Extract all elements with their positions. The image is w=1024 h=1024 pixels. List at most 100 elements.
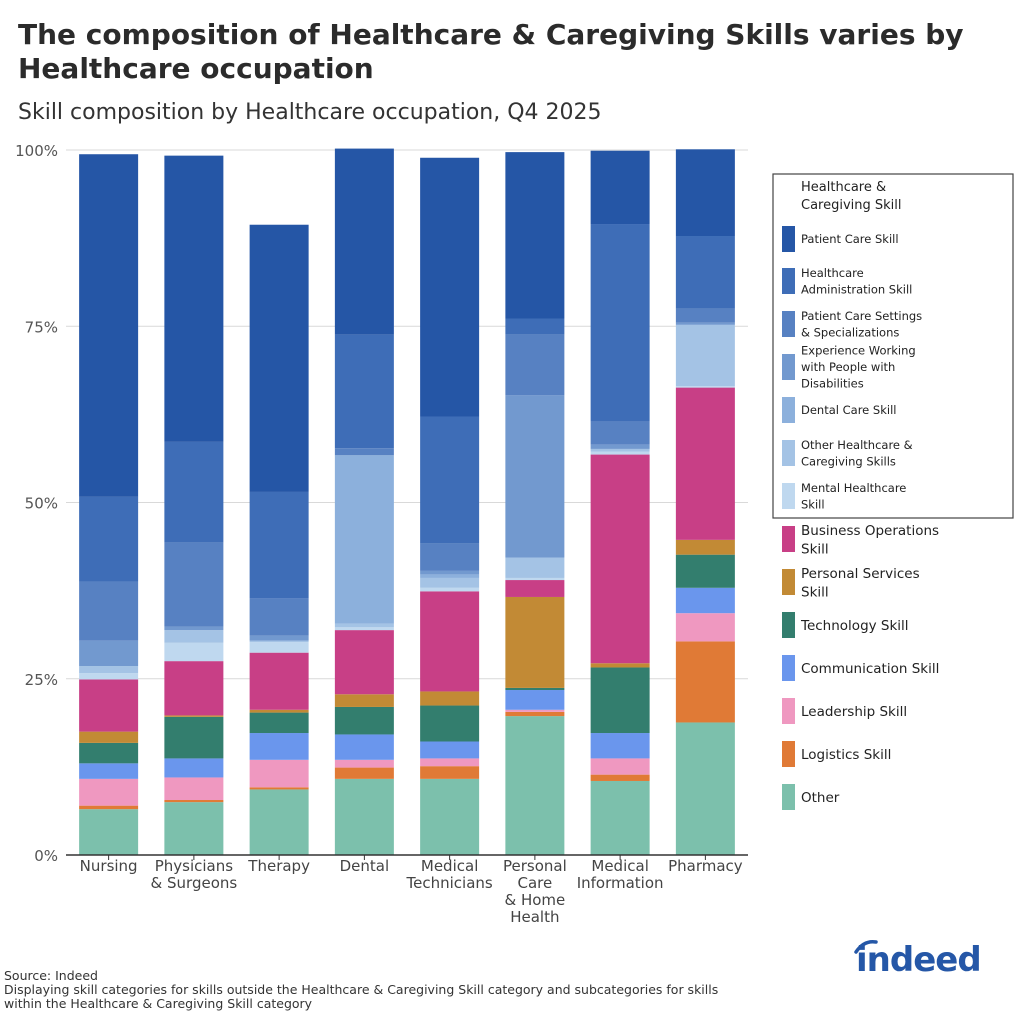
chart-subtitle: Skill composition by Healthcare occupati… bbox=[18, 100, 602, 125]
bar-segment bbox=[334, 759, 394, 768]
legend-label: Communication Skill bbox=[801, 661, 939, 677]
bar-segment bbox=[164, 441, 224, 543]
legend-swatch bbox=[782, 526, 795, 552]
legend-label: Skill bbox=[801, 584, 829, 600]
legend-label: Leadership Skill bbox=[801, 704, 907, 720]
bar-stacks bbox=[79, 148, 735, 855]
footnote-line-1: Displaying skill categories for skills o… bbox=[4, 982, 719, 997]
legend-label: & Specializations bbox=[801, 325, 899, 339]
x-tick-label: Care bbox=[518, 874, 553, 892]
bar-segment bbox=[164, 661, 224, 716]
bar-segment bbox=[334, 627, 394, 631]
legend-label: Logistics Skill bbox=[801, 747, 891, 763]
bar-segment bbox=[505, 318, 565, 335]
legend-swatch bbox=[782, 612, 795, 638]
bar-segment bbox=[505, 690, 565, 710]
bar-segment bbox=[249, 712, 309, 734]
legend-swatch bbox=[782, 698, 795, 724]
bar-segment bbox=[505, 395, 565, 558]
bar-segment bbox=[334, 148, 394, 335]
legend-swatch bbox=[782, 440, 795, 466]
y-tick-label: 0% bbox=[34, 847, 58, 865]
bar-segment bbox=[505, 577, 565, 581]
bar-segment bbox=[590, 444, 650, 449]
bar-segment bbox=[590, 150, 650, 225]
bar-segment bbox=[675, 587, 735, 614]
bar-segment bbox=[590, 667, 650, 734]
bar-segment bbox=[675, 149, 735, 237]
bar-segment bbox=[334, 455, 394, 624]
x-axis: Nursing Physicians& Surgeons Therapy Dental… bbox=[66, 854, 748, 926]
legend-label: Disabilities bbox=[801, 377, 864, 391]
bar-segment bbox=[420, 570, 480, 575]
bar-segment bbox=[249, 733, 309, 760]
legend-swatch bbox=[782, 569, 795, 595]
bar-segment bbox=[420, 591, 480, 692]
x-tick-label: & Home bbox=[504, 891, 565, 909]
bar-segment bbox=[249, 635, 309, 641]
x-tick-label: Nursing bbox=[80, 857, 138, 875]
bar-segment bbox=[420, 157, 480, 417]
legend-swatch bbox=[782, 268, 795, 294]
bar-segment bbox=[79, 679, 139, 732]
legend-swatch bbox=[782, 397, 795, 423]
bar-segment bbox=[590, 224, 650, 422]
bar-segment bbox=[590, 780, 650, 855]
bar-segment bbox=[79, 763, 139, 779]
bar-segment bbox=[164, 715, 224, 717]
footer: Source: Indeed Displaying skill categori… bbox=[4, 969, 718, 1011]
chart-title: The composition of Healthcare & Caregivi… bbox=[18, 18, 964, 85]
bar-segment bbox=[420, 766, 480, 779]
bar-segment bbox=[590, 774, 650, 781]
bar-segment bbox=[79, 673, 139, 680]
bar-segment bbox=[79, 666, 139, 674]
bar-segment bbox=[505, 557, 565, 578]
legend-label: Patient Care Settings bbox=[801, 309, 922, 323]
bar-segment bbox=[675, 554, 735, 588]
legend-swatch bbox=[782, 311, 795, 337]
bar-segment bbox=[675, 641, 735, 723]
bar-segment bbox=[334, 694, 394, 707]
bar-segment bbox=[675, 387, 735, 540]
legend-label: Experience Working bbox=[801, 344, 916, 358]
legend-label: Skill bbox=[801, 497, 825, 511]
bar-segment bbox=[79, 154, 139, 497]
bar-segment bbox=[249, 224, 309, 492]
bar-segment bbox=[164, 155, 224, 442]
bar-segment bbox=[675, 386, 735, 388]
bar-segment bbox=[334, 734, 394, 760]
legend-swatch bbox=[782, 226, 795, 252]
bar-segment bbox=[79, 742, 139, 764]
legend-label: Mental Healthcare bbox=[801, 481, 906, 495]
bar-segment bbox=[334, 623, 394, 628]
x-tick-label: Information bbox=[577, 874, 664, 892]
legend-swatch bbox=[782, 741, 795, 767]
bar-segment bbox=[505, 716, 565, 855]
bar-segment bbox=[675, 322, 735, 325]
bar-segment bbox=[505, 709, 565, 712]
bar-segment bbox=[164, 642, 224, 662]
bar-segment bbox=[420, 705, 480, 742]
bar-segment bbox=[420, 741, 480, 759]
bar-segment bbox=[79, 496, 139, 582]
legend-swatch bbox=[782, 655, 795, 681]
bar-segment bbox=[334, 767, 394, 779]
bar-segment bbox=[590, 421, 650, 445]
x-tick-label: Medical bbox=[421, 857, 478, 875]
bar-segment bbox=[249, 709, 309, 713]
x-tick-label: Therapy bbox=[247, 857, 310, 875]
bar-segment bbox=[590, 454, 650, 664]
y-tick-label: 25% bbox=[25, 671, 58, 689]
bar-segment bbox=[505, 152, 565, 319]
bar-segment bbox=[420, 574, 480, 578]
bar-segment bbox=[164, 630, 224, 643]
bar-segment bbox=[249, 787, 309, 790]
bar-segment bbox=[420, 543, 480, 571]
x-tick-label: Technicians bbox=[406, 874, 493, 892]
x-tick-label: Dental bbox=[340, 857, 390, 875]
logo-wordmark: indeed bbox=[856, 940, 982, 980]
y-tick-label: 50% bbox=[25, 495, 58, 513]
bar-segment bbox=[249, 759, 309, 788]
bar-segment bbox=[420, 577, 480, 588]
bar-segment bbox=[675, 308, 735, 323]
